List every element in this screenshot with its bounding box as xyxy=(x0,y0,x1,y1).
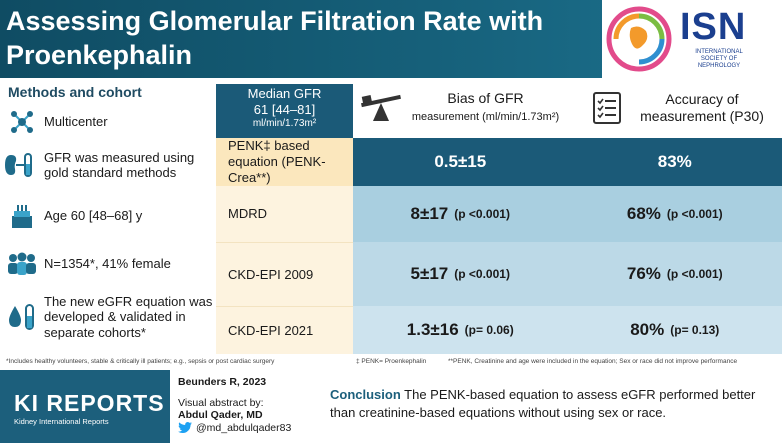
checklist-icon xyxy=(593,92,621,124)
median-gfr-value: 61 [44–81] xyxy=(253,102,316,117)
citation: Beunders R, 2023 xyxy=(178,376,267,388)
accuracy-p-value: (p <0.001) xyxy=(666,267,723,281)
people-icon xyxy=(0,252,44,276)
conclusion-heading: Conclusion xyxy=(330,387,401,402)
bias-number: 5±17 xyxy=(410,264,449,283)
credits: Beunders R, 2023 Visual abstract by: Abd… xyxy=(178,376,291,434)
equation-column: Median GFR 61 [44–81] ml/min/1.73m² PENK… xyxy=(216,78,353,354)
accuracy-number: 76% xyxy=(626,264,661,283)
title-line-1: Assessing Glomerular Filtration Rate wit… xyxy=(6,6,544,36)
result-row-mdrd: 8±17 (p <0.001) 68% (p <0.001) xyxy=(353,186,782,242)
row-label-mdrd: MDRD xyxy=(216,186,353,242)
isn-logo: ISN INTERNATIONAL SOCIETY OF NEPHROLOGY xyxy=(602,0,782,78)
footnote-penk: ‡ PENK= Proenkephalin xyxy=(356,358,427,365)
accuracy-value: 68% (p <0.001) xyxy=(568,186,782,242)
row-label-ckd-epi-2021: CKD-EPI 2021 xyxy=(216,306,353,354)
bias-value: 5±17 (p <0.001) xyxy=(353,242,568,306)
median-gfr-header: Median GFR 61 [44–81] ml/min/1.73m² xyxy=(216,84,353,138)
isn-logo-subtitle: INTERNATIONAL SOCIETY OF NEPHROLOGY xyxy=(695,49,743,69)
bias-column-header: Bias of GFR measurement (ml/min/1.73m²) xyxy=(353,82,568,134)
bias-subtitle: measurement (ml/min/1.73m²) xyxy=(411,111,560,123)
accuracy-subtitle: measurement (P30) xyxy=(640,108,764,124)
accuracy-value: 83% xyxy=(568,138,782,186)
methods-panel: Methods and cohort Multicenter GFR xyxy=(0,78,216,354)
twitter-icon xyxy=(178,422,192,434)
bias-number: 0.5±15 xyxy=(434,152,487,171)
accuracy-number: 68% xyxy=(626,204,661,223)
method-item: N=1354*, 41% female xyxy=(0,248,216,280)
journal-subtitle: Kidney International Reports xyxy=(14,417,109,426)
header-banner: Assessing Glomerular Filtration Rate wit… xyxy=(0,0,782,78)
accuracy-p-value: (p <0.001) xyxy=(666,207,723,221)
accuracy-value: 80% (p= 0.13) xyxy=(568,306,782,354)
method-item: The new eGFR equation was developed & va… xyxy=(0,284,216,350)
globe-logo-icon xyxy=(606,6,672,72)
bias-title: Bias of GFR xyxy=(447,90,524,106)
footer: KI REPORTS Kidney International Reports … xyxy=(0,370,782,443)
result-row-ckd-epi-2009: 5±17 (p <0.001) 76% (p <0.001) xyxy=(353,242,782,306)
method-text: Age 60 [48–68] y xyxy=(44,208,143,224)
bias-number: 8±17 xyxy=(410,204,449,223)
conclusion-text: The PENK-based equation to assess eGFR p… xyxy=(330,387,756,420)
accuracy-column-header: Accuracy of measurement (P30) xyxy=(568,82,782,134)
method-item: Multicenter xyxy=(0,108,216,136)
method-text: N=1354*, 41% female xyxy=(44,256,171,272)
conclusion: Conclusion The PENK-based equation to as… xyxy=(330,386,775,422)
footnote-cohort: *Includes healthy volunteers, stable & c… xyxy=(6,358,275,365)
bias-p-value: (p= 0.06) xyxy=(464,323,514,337)
bias-value: 8±17 (p <0.001) xyxy=(353,186,568,242)
kidney-tube-icon xyxy=(0,151,44,179)
title-line-2: Proenkephalin xyxy=(6,40,193,70)
method-text: Multicenter xyxy=(44,114,108,130)
accuracy-value: 76% (p <0.001) xyxy=(568,242,782,306)
page-title: Assessing Glomerular Filtration Rate wit… xyxy=(6,4,606,72)
cake-icon xyxy=(0,202,44,230)
row-label-ckd-epi-2009: CKD-EPI 2009 xyxy=(216,242,353,306)
bias-number: 1.3±16 xyxy=(406,320,459,339)
row-label-penk: PENK‡ based equation (PENK-Crea**) xyxy=(216,138,353,186)
method-item: Age 60 [48–68] y xyxy=(0,200,216,232)
method-text: The new eGFR equation was developed & va… xyxy=(44,293,213,340)
methods-title: Methods and cohort xyxy=(8,84,142,100)
twitter-handle-row: @md_abdulqader83 xyxy=(178,422,291,435)
bias-p-value: (p <0.001) xyxy=(454,207,510,221)
median-gfr-label: Median GFR xyxy=(247,86,322,101)
network-icon xyxy=(0,109,44,135)
journal-name: KI REPORTS xyxy=(14,390,165,416)
twitter-handle[interactable]: @md_abdulqader83 xyxy=(196,421,292,434)
accuracy-number: 83% xyxy=(657,152,692,171)
accuracy-title: Accuracy of xyxy=(665,91,739,107)
result-row-penk: 0.5±15 83% xyxy=(353,138,782,186)
bias-value: 1.3±16 (p= 0.06) xyxy=(353,306,568,354)
accuracy-p-value: (p= 0.13) xyxy=(670,323,720,337)
footnote-equation: **PENK, Creatinine and age were included… xyxy=(448,358,738,365)
bias-value: 0.5±15 xyxy=(353,138,568,186)
isn-logo-text: ISN xyxy=(680,6,747,48)
drop-tube-icon xyxy=(0,302,44,332)
abstract-by-label: Visual abstract by: xyxy=(178,396,264,409)
accuracy-number: 80% xyxy=(630,320,665,339)
method-text: GFR was measured using gold standard met… xyxy=(44,149,195,181)
result-row-ckd-epi-2021: 1.3±16 (p= 0.06) 80% (p= 0.13) xyxy=(353,306,782,354)
median-gfr-unit: ml/min/1.73m² xyxy=(252,118,317,129)
method-item: GFR was measured using gold standard met… xyxy=(0,140,216,190)
journal-logo: KI REPORTS Kidney International Reports xyxy=(0,370,170,443)
author-name: Abdul Qader, MD xyxy=(178,409,263,421)
bias-p-value: (p <0.001) xyxy=(454,267,510,281)
seesaw-icon xyxy=(361,94,401,121)
